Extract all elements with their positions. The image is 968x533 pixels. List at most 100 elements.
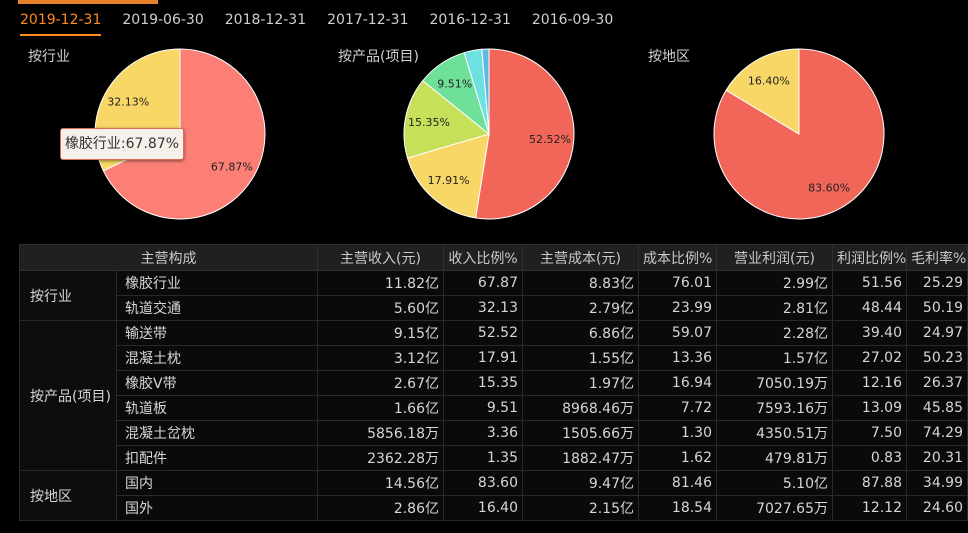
table-cell: 12.16: [832, 370, 907, 396]
table-cell: 48.44: [832, 295, 907, 321]
pie-data-label: 52.52%: [529, 133, 571, 146]
pie-title-region: 按地区: [648, 49, 690, 65]
table-cell: 8.83亿: [522, 270, 639, 296]
table-header-cell: 主营成本(元): [522, 244, 639, 271]
pie-slice-橡胶行业[interactable]: [102, 48, 266, 220]
table-cell: 5.60亿: [317, 295, 444, 321]
table-row-name: 扣配件: [116, 445, 318, 471]
pie-chart-region[interactable]: 83.60% 16.40%: [713, 48, 885, 220]
table-cell: 7.72: [638, 395, 717, 421]
table-cell: 74.29: [906, 420, 968, 446]
table-cell: 1505.66万: [522, 420, 639, 446]
table-cell: 16.94: [638, 370, 717, 396]
table-row-name: 国外: [116, 495, 318, 521]
table-cell: 15.35: [443, 370, 523, 396]
composition-table: 主营构成 主营收入(元) 收入比例% 主营成本(元) 成本比例% 营业利润(元) 利润比例%…: [19, 244, 968, 521]
table-cell: 24.60: [906, 495, 968, 521]
tab-2016-09-30[interactable]: 2016-09-30: [531, 12, 614, 28]
tab-2017-12-31[interactable]: 2017-12-31: [327, 12, 409, 28]
table-cell: 39.40: [832, 320, 907, 346]
table-row-name: 橡胶V带: [116, 370, 318, 396]
table-cell: 8968.46万: [522, 395, 639, 421]
table-cell: 7027.65万: [716, 495, 833, 521]
table-row: 轨道交通 5.60亿 32.13 2.79亿 23.99 2.81亿 48.44 50.19: [20, 295, 968, 321]
table-cell: 50.19: [906, 295, 968, 321]
table-cell: 12.12: [832, 495, 907, 521]
pie-title-industry: 按行业: [28, 49, 70, 65]
table-header-cell: 利润比例%: [832, 244, 907, 271]
tab-2016-12-31[interactable]: 2016-12-31: [429, 12, 511, 28]
table-header-cell: 收入比例%: [443, 244, 523, 271]
table-cell: 4350.51万: [716, 420, 833, 446]
table-cell: 1.55亿: [522, 345, 639, 371]
table-cell: 13.36: [638, 345, 717, 371]
table-row: 混凝土枕 3.12亿 17.91 1.55亿 13.36 1.57亿 27.02 50.23: [20, 345, 968, 371]
table-cell: 5.10亿: [716, 470, 833, 496]
pie-data-label: 67.87%: [211, 161, 253, 174]
table-row: 混凝土岔枕 5856.18万 3.36 1505.66万 1.30 4350.51万 7.5…: [20, 420, 968, 446]
tab-2019-06-30[interactable]: 2019-06-30: [122, 12, 204, 28]
table-cell: 59.07: [638, 320, 717, 346]
table-row: 按地区 国内 14.56亿 83.60 9.47亿 81.46 5.10亿 87.88 34.9…: [19, 470, 968, 521]
table-cell: 1.62: [638, 445, 717, 471]
table-cell: 2.67亿: [317, 370, 444, 396]
table-cell: 81.46: [638, 470, 717, 496]
table-cell: 1.97亿: [522, 370, 639, 396]
table-header-cell: 主营构成: [19, 244, 318, 271]
table-cell: 34.99: [906, 470, 968, 496]
table-row: 扣配件 2362.28万 1.35 1882.47万 1.62 479.81万 0.83 20…: [20, 445, 968, 471]
table-cell: 3.12亿: [317, 345, 444, 371]
table-header-cell: 成本比例%: [638, 244, 717, 271]
tab-2018-12-31[interactable]: 2018-12-31: [224, 12, 307, 28]
table-row: 国外 2.86亿 16.40 2.15亿 18.54 7027.65万 12.12 24.60: [20, 495, 968, 521]
table-cell: 2.99亿: [716, 270, 833, 296]
table-cell: 16.40: [443, 495, 523, 521]
table-cell: 5856.18万: [317, 420, 444, 446]
pie-slice-国外[interactable]: [725, 48, 800, 135]
pie-slice-输送带[interactable]: [475, 48, 575, 220]
table-row-name: 输送带: [116, 320, 318, 346]
pie-data-label: 15.35%: [408, 116, 450, 129]
table-row: 按行业 橡胶行业 11.82亿 67.87 8.83亿 76.01 2.99亿 51.56 25…: [19, 270, 968, 321]
table-cell: 2.28亿: [716, 320, 833, 346]
table-cell: 26.37: [906, 370, 968, 396]
table-cell: 0.83: [832, 445, 907, 471]
pie-tooltip: 橡胶行业:67.87%: [60, 128, 184, 160]
table-cell: 9.47亿: [522, 470, 639, 496]
table-row-name: 混凝土岔枕: [116, 420, 318, 446]
table-cell: 13.09: [832, 395, 907, 421]
table-header-cell: 营业利润(元): [716, 244, 833, 271]
table-cell: 50.23: [906, 345, 968, 371]
pie-chart-product[interactable]: 52.52% 17.91% 15.35% 9.51%: [403, 48, 575, 220]
pie-slice-国内[interactable]: [713, 48, 885, 220]
table-cell: 11.82亿: [317, 270, 444, 296]
period-tabs: 2019-12-31 2019-06-30 2018-12-31 2017-12-31…: [20, 12, 634, 36]
table-cell: 7593.16万: [716, 395, 833, 421]
tab-2019-12-31[interactable]: 2019-12-31: [20, 12, 102, 36]
table-row-name: 混凝土枕: [116, 345, 318, 371]
table-row: 橡胶V带 2.67亿 15.35 1.97亿 16.94 7050.19万 12.16 26.…: [20, 370, 968, 396]
table-cell: 9.15亿: [317, 320, 444, 346]
table-cell: 9.51: [443, 395, 523, 421]
table-cell: 23.99: [638, 295, 717, 321]
pie-data-label: 17.91%: [428, 174, 470, 187]
table-cell: 76.01: [638, 270, 717, 296]
table-cell: 1882.47万: [522, 445, 639, 471]
table-cell: 14.56亿: [317, 470, 444, 496]
section-title-accent: [18, 0, 158, 4]
table-header-cell: 毛利率%: [906, 244, 968, 271]
table-cell: 3.36: [443, 420, 523, 446]
table-group-label: 按产品(项目): [19, 320, 117, 471]
table-cell: 1.57亿: [716, 345, 833, 371]
table-cell: 479.81万: [716, 445, 833, 471]
pie-slice-扣配件[interactable]: [481, 48, 490, 135]
table-cell: 51.56: [832, 270, 907, 296]
table-cell: 17.91: [443, 345, 523, 371]
pie-slice-橡胶V带[interactable]: [403, 80, 491, 159]
table-header-cell: 主营收入(元): [317, 244, 444, 271]
table-cell: 1.35: [443, 445, 523, 471]
table-cell: 25.29: [906, 270, 968, 296]
pie-title-product: 按产品(项目): [338, 49, 419, 65]
table-cell: 2.79亿: [522, 295, 639, 321]
pie-slice-混凝土枕[interactable]: [406, 133, 490, 219]
